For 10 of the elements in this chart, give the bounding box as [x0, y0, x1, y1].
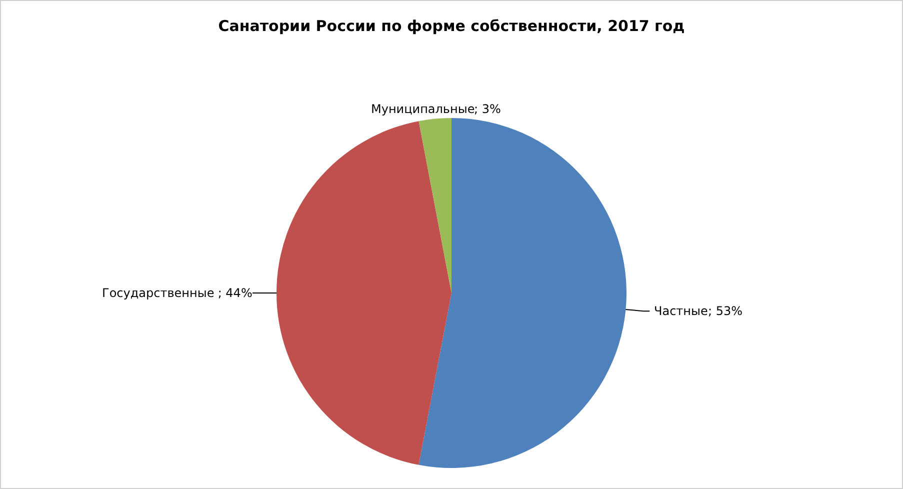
pie-slice: [418, 118, 452, 293]
data-label: ; 53%: [708, 304, 743, 318]
pie-slice: [276, 121, 452, 465]
slice-label: Частные: [654, 304, 708, 318]
data-label: ; 3%: [474, 102, 501, 116]
chart-title: Санатории России по форме собственности, 2017 год: [218, 16, 685, 35]
slice-label: Государственные: [102, 286, 214, 300]
pie-slice: [418, 118, 626, 468]
slice-label: Муниципальные: [371, 102, 475, 116]
data-label: ; 44%: [214, 286, 252, 300]
